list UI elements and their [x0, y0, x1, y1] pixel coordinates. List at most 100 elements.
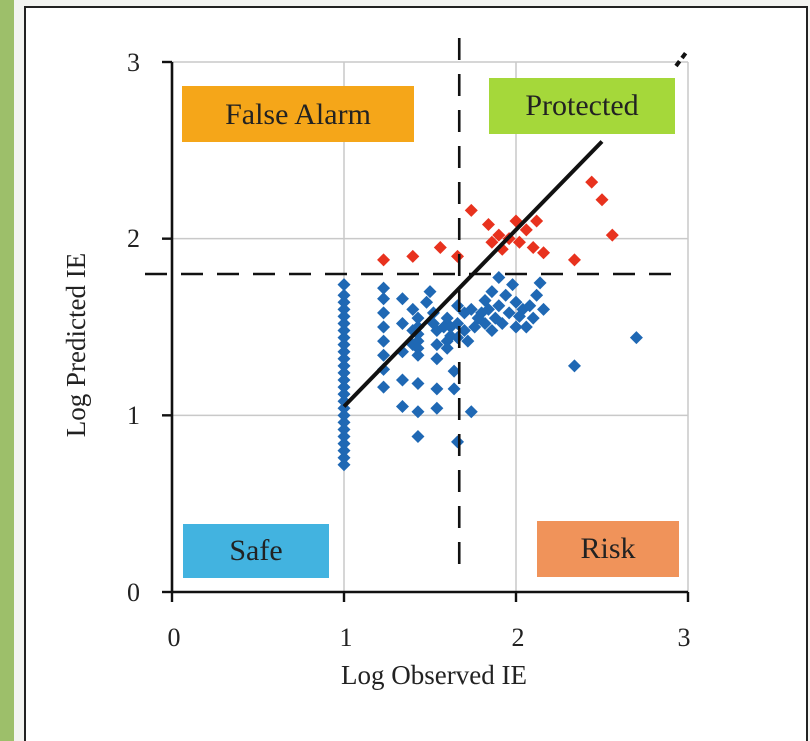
- data-point: [337, 302, 351, 316]
- y-tick-label-0: 0: [127, 578, 140, 607]
- data-point: [451, 299, 465, 313]
- data-point: [411, 320, 425, 334]
- region-false-alarm-box: [182, 86, 414, 142]
- data-point: [337, 295, 351, 309]
- data-point: [411, 348, 425, 362]
- data-point: [377, 292, 391, 306]
- data-point: [433, 241, 447, 254]
- data-point: [629, 331, 643, 345]
- data-point: [492, 228, 506, 242]
- data-point: [492, 271, 506, 285]
- data-point: [377, 362, 391, 376]
- data-point: [447, 382, 461, 396]
- data-point: [337, 451, 351, 465]
- data-point: [337, 309, 351, 323]
- data-point: [451, 435, 465, 449]
- region-safe: Safe: [183, 524, 329, 578]
- data-point: [567, 359, 581, 373]
- data-point: [530, 288, 544, 302]
- data-point: [430, 352, 444, 366]
- data-point: [337, 380, 351, 394]
- data-point: [478, 316, 492, 330]
- data-point: [337, 352, 351, 366]
- y-tick-label-1: 1: [127, 401, 140, 430]
- y-tick-label-2: 2: [127, 224, 140, 253]
- data-point: [337, 373, 351, 387]
- x-tick-label-1: 1: [340, 623, 353, 652]
- data-point: [337, 331, 351, 345]
- region-risk-box: [537, 521, 679, 577]
- x-tick-label-3: 3: [678, 623, 691, 652]
- region-risk: Risk: [537, 521, 679, 577]
- region-risk-label: Risk: [580, 532, 635, 565]
- data-point: [485, 285, 499, 299]
- data-point: [526, 311, 540, 325]
- data-point: [430, 401, 444, 415]
- data-point: [506, 278, 520, 292]
- x-tick-label-2: 2: [512, 623, 525, 652]
- data-point: [337, 422, 351, 436]
- data-point: [377, 306, 391, 320]
- data-point: [377, 320, 391, 334]
- data-point: [406, 302, 420, 316]
- axis-ticks: [162, 60, 690, 602]
- data-point: [337, 338, 351, 352]
- green-side-strip: [0, 0, 14, 741]
- data-point: [492, 299, 506, 313]
- data-point: [464, 405, 478, 419]
- data-point: [533, 276, 547, 290]
- region-safe-box: [183, 524, 329, 578]
- data-point: [337, 430, 351, 444]
- data-point: [509, 295, 523, 309]
- data-point: [451, 316, 465, 330]
- data-point: [430, 382, 444, 396]
- data-point: [337, 366, 351, 380]
- region-false-alarm-label: False Alarm: [225, 98, 371, 131]
- data-point: [420, 295, 434, 309]
- data-point: [537, 302, 551, 316]
- y-tick-label-3: 3: [127, 48, 140, 77]
- data-point: [481, 218, 495, 232]
- data-point: [411, 430, 425, 444]
- data-point: [337, 444, 351, 458]
- data-point: [481, 302, 495, 316]
- data-point: [337, 387, 351, 401]
- data-point: [537, 246, 551, 260]
- data-point: [337, 278, 351, 292]
- data-point: [377, 334, 391, 348]
- region-protected: Protected: [489, 78, 675, 134]
- y-axis-title: Log Predicted IE: [61, 253, 91, 437]
- data-point: [485, 324, 499, 338]
- diagonal-line-end: [674, 48, 690, 68]
- data-point: [337, 415, 351, 429]
- data-point: [530, 214, 544, 228]
- data-point: [464, 302, 478, 316]
- data-point: [523, 299, 537, 313]
- data-point: [509, 320, 523, 334]
- plot-area: [172, 62, 688, 592]
- data-point: [395, 400, 409, 413]
- region-protected-label: Protected: [525, 89, 638, 122]
- data-point: [567, 253, 581, 267]
- data-point: [526, 241, 540, 254]
- data-point: [377, 348, 391, 362]
- data-point: [411, 377, 425, 391]
- data-point: [337, 408, 351, 422]
- data-point: [519, 223, 533, 237]
- data-point: [495, 316, 509, 330]
- data-point: [519, 320, 533, 334]
- data-point: [377, 380, 391, 394]
- diagonal-line: [342, 140, 604, 408]
- data-point: [395, 316, 409, 330]
- data-point: [499, 288, 513, 302]
- region-protected-box: [489, 78, 675, 134]
- data-point: [512, 235, 526, 249]
- data-point: [337, 437, 351, 451]
- data-point: [447, 364, 461, 378]
- data-point: [411, 327, 425, 341]
- data-point: [423, 285, 437, 299]
- data-point: [377, 281, 391, 295]
- data-point: [337, 359, 351, 373]
- region-false-alarm: False Alarm: [182, 86, 414, 142]
